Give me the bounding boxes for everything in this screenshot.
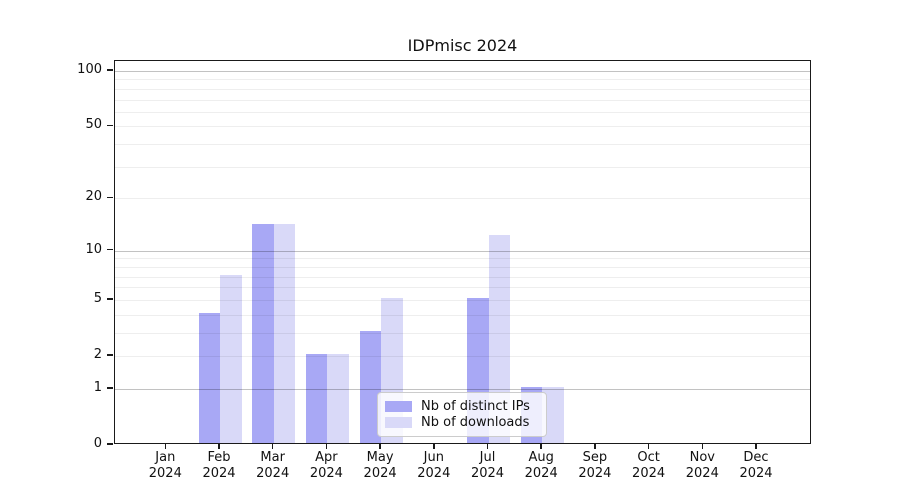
grid-minor-60 — [115, 111, 810, 113]
x-tick-label-mar: Mar 2024 — [256, 450, 290, 481]
grid-minor-8 — [115, 266, 810, 268]
y-tick-label-1: 1 — [93, 379, 102, 395]
plot-area — [114, 60, 811, 444]
legend-label-distinct-ips: Nb of distinct IPs — [421, 398, 530, 414]
bar-distinct-ips-feb — [198, 312, 220, 443]
grid-minor-50 — [115, 126, 810, 128]
x-tick-label-oct: Oct 2024 — [632, 450, 666, 481]
grid-minor-9 — [115, 258, 810, 260]
grid-minor-80 — [115, 88, 810, 90]
grid-minor-90 — [115, 79, 810, 81]
grid-minor-7 — [115, 276, 810, 278]
y-tick-0 — [107, 443, 113, 445]
x-tick-label-nov: Nov 2024 — [685, 450, 719, 481]
bar-distinct-ips-mar — [252, 223, 274, 443]
y-tick-label-20: 20 — [85, 189, 102, 205]
grid-minor-20 — [115, 198, 810, 200]
legend-swatch-distinct-ips — [385, 400, 412, 412]
bar-distinct-ips-may — [359, 330, 382, 443]
y-tick-1 — [107, 387, 113, 389]
grid-minor-40 — [115, 144, 810, 146]
x-tick-oct — [647, 444, 650, 449]
bar-downloads-mar — [273, 223, 296, 443]
y-tick-label-0: 0 — [93, 436, 102, 451]
grid-major-10 — [115, 250, 810, 252]
y-tick-label-2: 2 — [93, 347, 102, 362]
x-tick-label-feb: Feb 2024 — [202, 450, 236, 481]
x-tick-sep — [594, 444, 596, 449]
legend-label-downloads: Nb of downloads — [421, 415, 530, 431]
x-tick-jan — [164, 444, 167, 449]
grid-minor-5 — [115, 299, 810, 301]
bar-distinct-ips-apr — [305, 354, 328, 443]
grid-minor-30 — [115, 166, 810, 168]
x-tick-dec — [755, 444, 757, 449]
y-tick-50 — [107, 124, 113, 127]
bar-downloads-aug — [542, 386, 564, 443]
grid-major-1 — [115, 388, 810, 390]
legend: Nb of distinct IPs Nb of downloads — [377, 392, 547, 437]
x-tick-label-may: May 2024 — [363, 450, 397, 481]
x-tick-feb — [218, 444, 220, 449]
x-tick-label-jan: Jan 2024 — [148, 450, 182, 481]
grid-minor-2 — [115, 356, 810, 357]
chart-title: IDPmisc 2024 — [407, 36, 518, 55]
x-tick-label-apr: Apr 2024 — [309, 450, 343, 481]
x-tick-may — [379, 444, 381, 449]
bar-downloads-apr — [327, 354, 349, 443]
x-tick-label-sep: Sep 2024 — [578, 450, 612, 481]
y-tick-20 — [107, 196, 113, 199]
legend-row-downloads: Nb of downloads — [385, 415, 538, 432]
x-tick-mar — [271, 444, 274, 449]
x-tick-jul — [486, 444, 489, 449]
x-tick-apr — [325, 444, 328, 449]
grid-major-100 — [115, 71, 810, 72]
y-tick-10 — [107, 248, 113, 251]
y-tick-label-10: 10 — [85, 241, 102, 257]
grid-minor-3 — [115, 332, 810, 334]
y-tick-100 — [107, 69, 113, 71]
y-tick-label-50: 50 — [85, 117, 102, 133]
legend-swatch-downloads — [385, 417, 412, 429]
y-tick-label-100: 100 — [77, 62, 102, 77]
y-tick-label-5: 5 — [93, 290, 102, 306]
grid-minor-70 — [115, 99, 810, 101]
x-tick-label-jul: Jul 2024 — [470, 450, 505, 481]
bar-downloads-jul — [488, 235, 510, 443]
x-tick-label-jun: Jun 2024 — [417, 450, 451, 481]
grid-minor-6 — [115, 287, 810, 289]
x-tick-nov — [701, 444, 704, 449]
x-tick-aug — [540, 444, 542, 449]
y-tick-2 — [107, 354, 113, 356]
x-tick-label-dec: Dec 2024 — [739, 450, 773, 481]
legend-row-distinct-ips: Nb of distinct IPs — [385, 398, 538, 415]
bar-downloads-feb — [220, 274, 242, 443]
y-tick-5 — [107, 298, 113, 300]
x-tick-jun — [433, 444, 435, 449]
x-tick-label-aug: Aug 2024 — [524, 450, 558, 481]
grid-minor-4 — [115, 314, 810, 316]
